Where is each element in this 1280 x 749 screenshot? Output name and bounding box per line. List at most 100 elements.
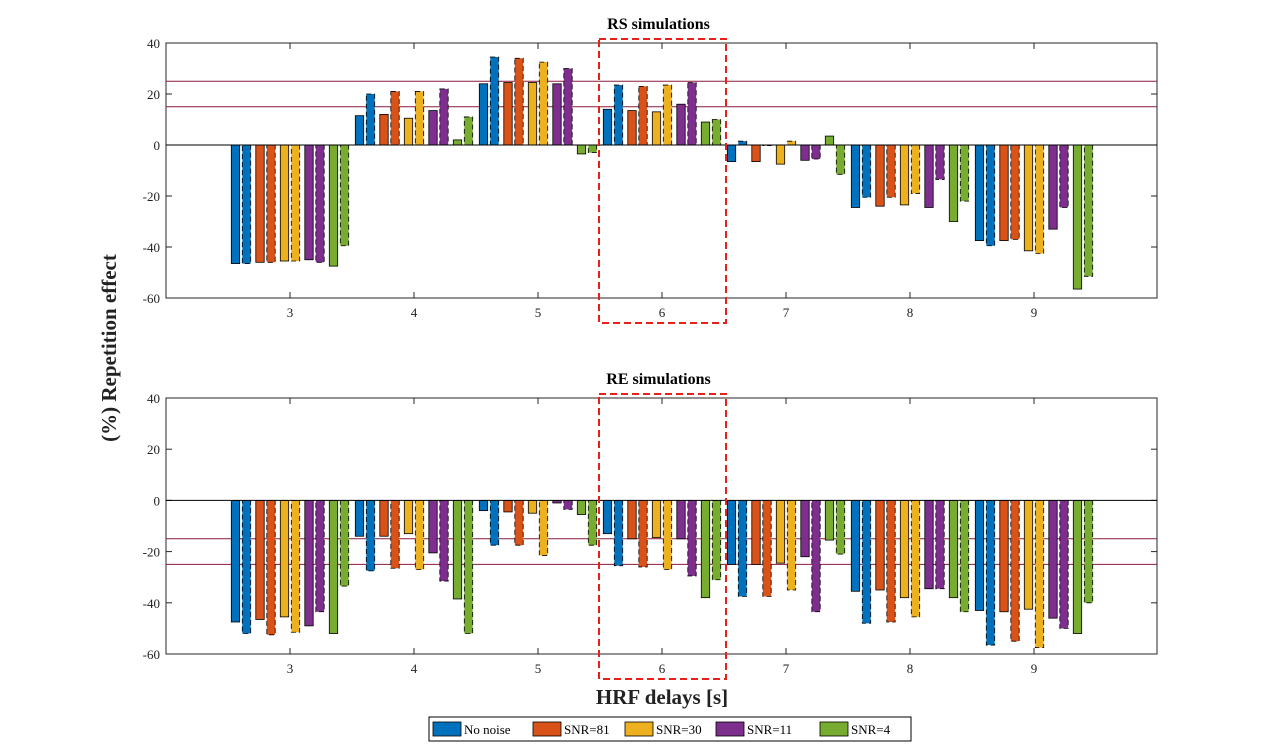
bar-snr-11-dashed (439, 88, 449, 146)
legend-label-snr-11: SNR=11 (747, 722, 792, 737)
legend-label-snr-4: SNR=4 (851, 722, 891, 737)
bar-no-noise-dashed (241, 499, 252, 634)
bar-snr-81-solid (503, 82, 513, 146)
bar-snr-30-solid (403, 499, 414, 535)
legend-swatch-no-noise (432, 721, 462, 737)
bar-no-noise-dashed (613, 499, 624, 567)
bar-snr-11-dashed (687, 499, 697, 577)
bar-snr-4-solid (1072, 144, 1083, 290)
legend-label-snr-30: SNR=30 (656, 722, 702, 737)
bar-snr-11-solid (428, 499, 438, 554)
x-tick-label: 6 (659, 661, 666, 676)
bar-snr-81-dashed (638, 499, 648, 568)
bar-snr-81-dashed (514, 57, 524, 146)
highlight-box (598, 38, 727, 324)
x-tick-label: 4 (411, 305, 418, 320)
x-tick-label: 8 (907, 661, 914, 676)
bar-snr-30-solid (527, 82, 538, 146)
bar-snr-81-dashed (638, 85, 648, 146)
bar-snr-30-dashed (1034, 499, 1045, 648)
bar-snr-30-dashed (662, 84, 673, 146)
y-tick-label: 20 (147, 442, 160, 457)
bar-no-noise-dashed (861, 499, 872, 624)
bar-snr-4-dashed (339, 144, 350, 247)
bar-snr-4-solid (948, 144, 959, 222)
bar-snr-81-solid (255, 499, 265, 620)
bar-snr-30-solid (775, 144, 786, 165)
bar-no-noise-solid (478, 499, 489, 512)
bar-no-noise-dashed (985, 499, 996, 646)
bar-snr-30-solid (775, 499, 786, 564)
bar-snr-4-dashed (463, 499, 474, 634)
legend-swatch-snr-81 (532, 721, 562, 737)
bar-snr-11-solid (552, 83, 562, 146)
x-tick-label: 9 (1031, 305, 1038, 320)
chart-title: RE simulations (606, 371, 710, 388)
bar-snr-11-solid (304, 144, 314, 261)
x-tick-label: 5 (535, 305, 542, 320)
bar-snr-81-solid (751, 144, 761, 162)
bar-snr-4-dashed (1083, 144, 1094, 277)
bar-snr-81-solid (379, 114, 389, 146)
bar-no-noise-solid (974, 499, 985, 611)
bar-snr-81-solid (999, 499, 1009, 613)
bar-snr-11-dashed (811, 499, 821, 613)
bar-snr-81-solid (379, 499, 389, 537)
bar-snr-11-solid (428, 110, 438, 146)
bar-snr-4-dashed (463, 116, 474, 146)
legend-label-no-noise: No noise (464, 722, 511, 737)
x-tick-label: 8 (907, 305, 914, 320)
rs-simulations-panel: RS simulations 40 20 0 -20 -40 -60 3 4 5 6 7 8 9 (143, 16, 1158, 324)
bar-snr-30-dashed (910, 499, 921, 618)
bar-snr-4-solid (824, 135, 835, 146)
bar-snr-81-dashed (1010, 499, 1020, 642)
bar-no-noise-solid (354, 115, 365, 146)
bar-snr-30-dashed (662, 499, 673, 570)
bar-no-noise-solid (974, 144, 985, 242)
bar-snr-4-dashed (835, 499, 846, 555)
bar-no-noise-dashed (489, 56, 500, 146)
bar-snr-81-dashed (1010, 144, 1020, 240)
bar-snr-81-solid (627, 110, 637, 146)
bar-snr-11-solid (676, 499, 686, 540)
bar-snr-11-solid (800, 499, 810, 558)
bar-snr-4-solid (824, 499, 835, 541)
bar-snr-11-dashed (315, 144, 325, 263)
bar-snr-4-solid (328, 499, 339, 634)
y-tick-label: -40 (143, 240, 160, 255)
bar-snr-4-dashed (959, 144, 970, 202)
bar-no-noise-dashed (985, 144, 996, 247)
bar-snr-81-dashed (514, 499, 524, 546)
bar-snr-30-solid (527, 499, 538, 514)
bar-snr-30-dashed (786, 140, 797, 146)
bar-snr-81-dashed (886, 499, 896, 623)
bar-snr-30-dashed (1034, 144, 1045, 254)
bar-snr-30-solid (279, 144, 290, 262)
x-tick-label: 7 (783, 661, 790, 676)
bar-snr-4-dashed (587, 144, 598, 154)
re-simulations-panel: RE simulations 40 20 0 -20 -40 -60 3 4 5 6 7 8 9 (143, 371, 1158, 680)
legend-swatch-snr-11 (715, 721, 745, 737)
y-tick-label: 0 (154, 493, 161, 508)
chart-title: RS simulations (607, 16, 710, 33)
x-tick-label: 3 (287, 305, 294, 320)
bar-snr-11-dashed (563, 68, 573, 146)
y-tick-label: -40 (143, 596, 160, 611)
bar-no-noise-dashed (365, 499, 376, 572)
bar-snr-81-solid (875, 499, 885, 591)
bar-snr-4-solid (1072, 499, 1083, 634)
bar-snr-4-solid (948, 499, 959, 599)
bar-no-noise-dashed (613, 84, 624, 146)
bar-snr-4-dashed (959, 499, 970, 613)
y-axis-label: (%) Repetition effect (97, 254, 121, 442)
bar-snr-4-dashed (339, 499, 350, 587)
y-tick-label: 40 (147, 391, 160, 406)
bar-no-noise-solid (726, 499, 737, 565)
x-tick-label: 5 (535, 661, 542, 676)
bar-snr-30-solid (899, 499, 910, 599)
bar-no-noise-solid (354, 499, 365, 537)
bar-no-noise-solid (230, 144, 241, 264)
bar-snr-4-solid (452, 499, 463, 600)
legend-label-snr-81: SNR=81 (564, 722, 610, 737)
bar-no-noise-dashed (489, 499, 500, 546)
